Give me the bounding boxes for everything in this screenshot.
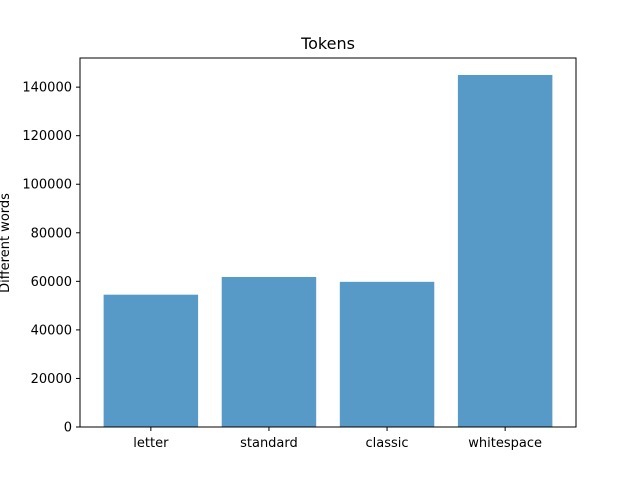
y-tick-label: 60000 bbox=[31, 275, 72, 290]
x-tick-label: standard bbox=[240, 436, 298, 451]
y-tick-label: 120000 bbox=[22, 129, 72, 144]
y-tick-label: 80000 bbox=[31, 226, 72, 241]
bar-letter bbox=[103, 294, 199, 427]
y-tick-label: 0 bbox=[64, 421, 72, 436]
y-tick-label: 100000 bbox=[22, 178, 72, 193]
bar-whitespace bbox=[457, 74, 553, 428]
y-tick-label: 40000 bbox=[31, 323, 72, 338]
plot-frame bbox=[79, 57, 577, 428]
x-tick-label: letter bbox=[133, 436, 169, 451]
x-tick-label: classic bbox=[366, 436, 409, 451]
bars-group bbox=[103, 74, 553, 428]
y-axis-ticks: 0 20000 40000 60000 80000 100000 120000 140000 bbox=[22, 81, 80, 436]
x-tick-label: whitespace bbox=[468, 436, 542, 451]
bar-standard bbox=[221, 276, 317, 427]
x-axis-ticks: letter standard classic whitespace bbox=[133, 427, 542, 451]
y-tick-label: 20000 bbox=[31, 372, 72, 387]
y-tick-label: 140000 bbox=[22, 81, 72, 96]
bar-classic bbox=[339, 281, 435, 427]
chart-title: Tokens bbox=[300, 34, 355, 53]
y-axis-label: Different words bbox=[0, 193, 13, 293]
